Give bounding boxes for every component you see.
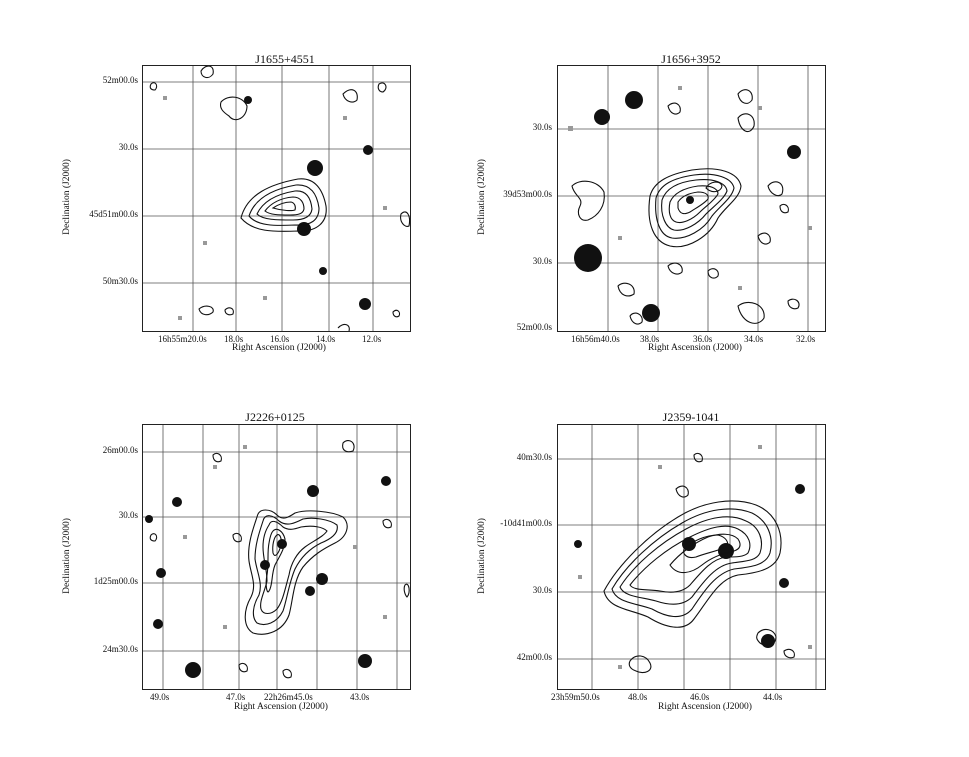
x-tick-label: 16h55m20.0s <box>158 334 207 344</box>
x-tick-label: 32.0s <box>796 334 816 344</box>
contour-map <box>558 66 825 331</box>
y-axis-title: Declination (J2000) <box>477 518 487 594</box>
x-axis-title: Right Ascension (J2000) <box>658 702 752 712</box>
x-tick-label: 49.0s <box>150 692 170 702</box>
x-tick-label: 23h59m50.0s <box>551 692 600 702</box>
contour-map <box>558 425 825 689</box>
x-tick-label: 48.0s <box>628 692 648 702</box>
y-tick-label: 50m30.0s <box>102 276 138 286</box>
y-axis-title: Declination (J2000) <box>62 518 72 594</box>
y-tick-label: 30.0s <box>118 510 138 520</box>
y-tick-label: 42m00.0s <box>516 652 552 662</box>
contour-map <box>143 66 410 331</box>
x-tick-label: 14.0s <box>316 334 336 344</box>
y-tick-label: 30.0s <box>118 142 138 152</box>
map-frame <box>557 424 826 690</box>
y-tick-label: 52m00.0s <box>102 75 138 85</box>
y-tick-label: 26m00.0s <box>102 445 138 455</box>
x-tick-label: 22h26m45.0s <box>264 692 313 702</box>
x-tick-label: 36.0s <box>693 334 713 344</box>
y-tick-label: 24m30.0s <box>102 644 138 654</box>
panel-title: J1656+3952 <box>661 52 721 66</box>
x-tick-label: 47.0s <box>226 692 246 702</box>
y-tick-label: 52m00.0s <box>516 322 552 332</box>
y-tick-label: -10d41m00.0s <box>500 518 552 528</box>
y-tick-label: 30.0s <box>532 585 552 595</box>
y-tick-label: 40m30.0s <box>516 452 552 462</box>
y-tick-label: 30.0s <box>532 256 552 266</box>
x-tick-label: 16h56m40.0s <box>571 334 620 344</box>
panel-title: J1655+4551 <box>255 52 315 66</box>
y-tick-label: 1d25m00.0s <box>93 576 138 586</box>
x-axis-title: Right Ascension (J2000) <box>232 343 326 353</box>
x-tick-label: 46.0s <box>690 692 710 702</box>
y-tick-label: 39d53m00.0s <box>503 189 552 199</box>
panel-title: J2226+0125 <box>245 410 305 424</box>
x-axis-title: Right Ascension (J2000) <box>648 343 742 353</box>
map-frame <box>142 424 411 690</box>
y-axis-title: Declination (J2000) <box>477 159 487 235</box>
x-tick-label: 38.0s <box>640 334 660 344</box>
x-tick-label: 34.0s <box>744 334 764 344</box>
x-tick-label: 12.0s <box>362 334 382 344</box>
map-frame <box>557 65 826 332</box>
x-tick-label: 44.0s <box>763 692 783 702</box>
x-axis-title: Right Ascension (J2000) <box>234 702 328 712</box>
y-tick-label: 30.0s <box>532 122 552 132</box>
y-tick-label: 45d51m00.0s <box>89 209 138 219</box>
contour-map <box>143 425 410 689</box>
x-tick-label: 16.0s <box>270 334 290 344</box>
y-axis-title: Declination (J2000) <box>62 159 72 235</box>
map-frame <box>142 65 411 332</box>
x-tick-label: 18.0s <box>224 334 244 344</box>
panel-title: J2359-1041 <box>662 410 720 424</box>
x-tick-label: 43.0s <box>350 692 370 702</box>
